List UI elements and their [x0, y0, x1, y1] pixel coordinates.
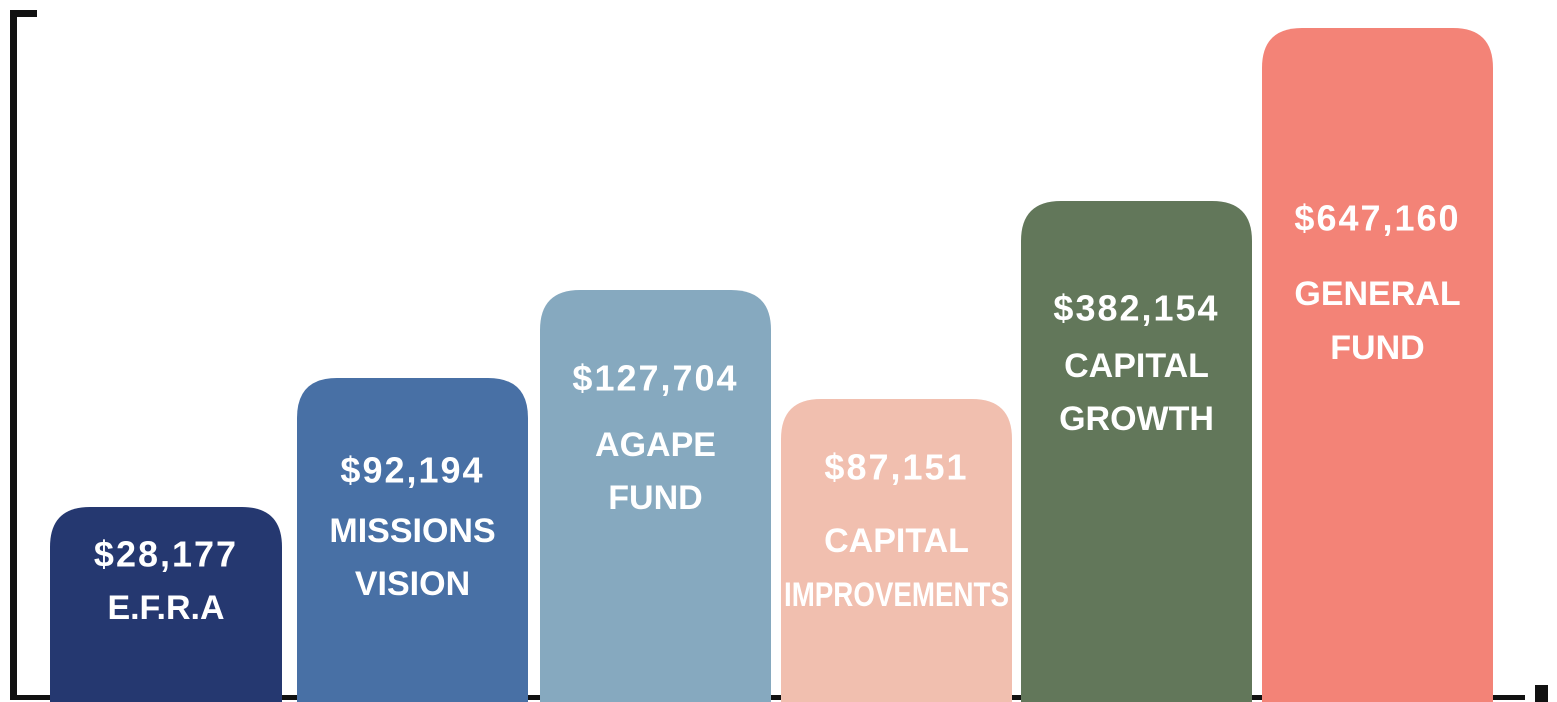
bar-label: CAPITAL — [824, 522, 969, 560]
bar-label: IMPROVEMENTS — [784, 576, 1009, 614]
bar-label: CAPITAL — [1064, 347, 1209, 385]
bar-amount: $92,194 — [340, 450, 484, 491]
axis-end — [1535, 685, 1548, 702]
bar-label: VISION — [355, 565, 470, 603]
bar-label: E.F.R.A — [107, 589, 224, 627]
bar-label: AGAPE — [595, 426, 716, 464]
bar — [50, 507, 282, 702]
left-axis — [10, 10, 17, 700]
bar — [1021, 201, 1252, 702]
bar-amount: $382,154 — [1053, 288, 1219, 329]
bar — [1262, 28, 1493, 702]
bar-amount: $127,704 — [572, 358, 738, 399]
bar — [781, 399, 1012, 702]
bar — [297, 378, 528, 702]
bar-label: GENERAL — [1294, 275, 1460, 313]
bar-label: FUND — [1330, 329, 1424, 367]
bar-amount: $28,177 — [94, 534, 238, 575]
bar-label: GROWTH — [1059, 400, 1214, 438]
bar-label: FUND — [608, 479, 702, 517]
bar — [540, 290, 771, 702]
axis-cap — [10, 10, 37, 17]
bar-label: MISSIONS — [329, 512, 495, 550]
bar-amount: $87,151 — [824, 447, 968, 488]
bar-amount: $647,160 — [1294, 198, 1460, 239]
